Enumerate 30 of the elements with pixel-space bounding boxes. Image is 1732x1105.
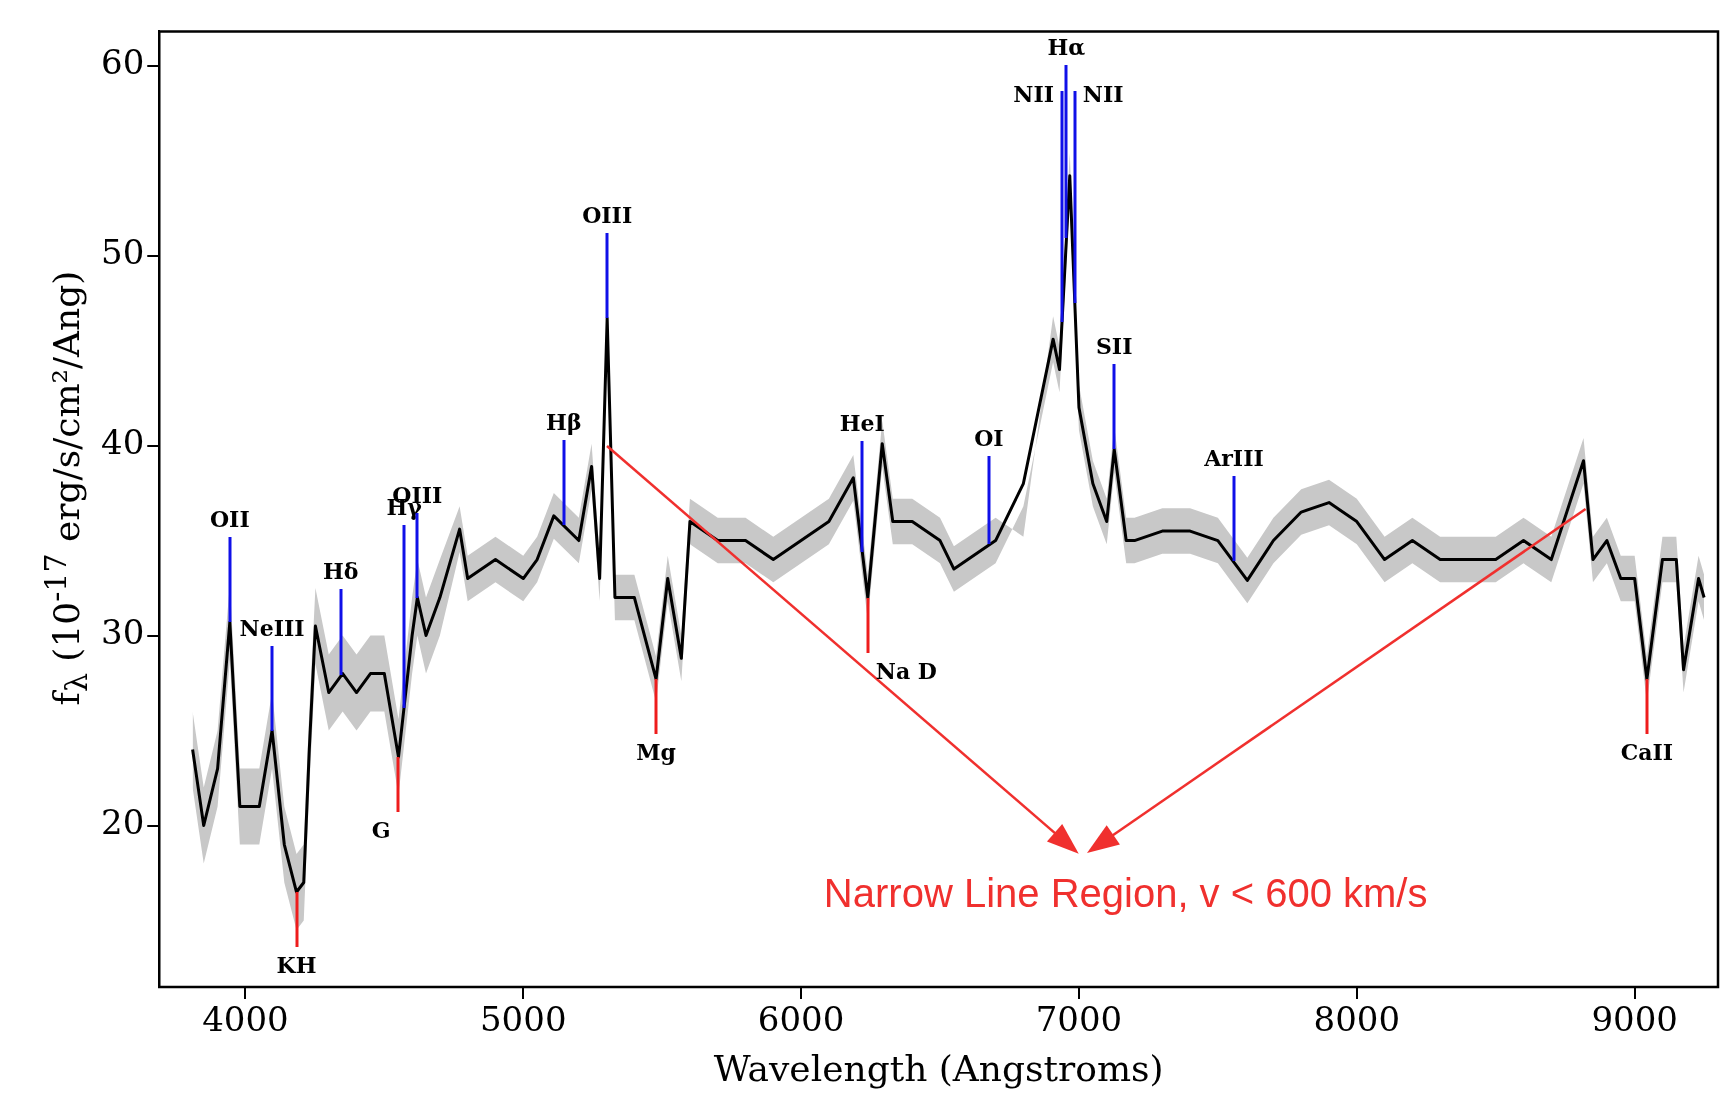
annotation: OIII: [582, 202, 633, 229]
x-axis-title: Wavelength (Angstroms): [713, 1047, 1164, 1089]
annotation: Hα: [1047, 33, 1086, 60]
annotation: Hβ: [546, 409, 582, 436]
annotation: ArIII: [1204, 445, 1264, 472]
annotation: Hδ: [322, 557, 359, 584]
annotation: OI: [974, 424, 1004, 451]
x-tick-label: 7000: [1035, 999, 1123, 1040]
x-tick-label: 8000: [1313, 999, 1401, 1040]
x-tick-label: 5000: [479, 999, 567, 1040]
y-tick-label: 50: [101, 232, 145, 273]
y-tick-label: 20: [101, 802, 145, 843]
annotation: Mg: [636, 739, 676, 766]
x-tick-label: 6000: [757, 999, 845, 1040]
x-tick-label: 4000: [202, 999, 289, 1040]
annotation: NeIII: [239, 614, 305, 641]
annotation: OII: [209, 506, 250, 533]
annotation: CaII: [1620, 739, 1674, 766]
annotation: Na D: [875, 657, 937, 684]
annotation: NII: [1013, 80, 1054, 107]
x-tick-label: 9000: [1591, 999, 1678, 1040]
annotation: G: [371, 817, 391, 844]
annotation: NII: [1082, 80, 1124, 107]
annotation: KH: [276, 952, 317, 978]
annotation: HeI: [839, 409, 885, 436]
y-tick-label: 30: [101, 612, 145, 653]
y-tick-label: 60: [101, 42, 145, 83]
annotation: SII: [1095, 333, 1133, 360]
annotation: Narrow Line Region, v < 600 km/s: [823, 871, 1428, 916]
y-tick-label: 40: [101, 422, 145, 463]
